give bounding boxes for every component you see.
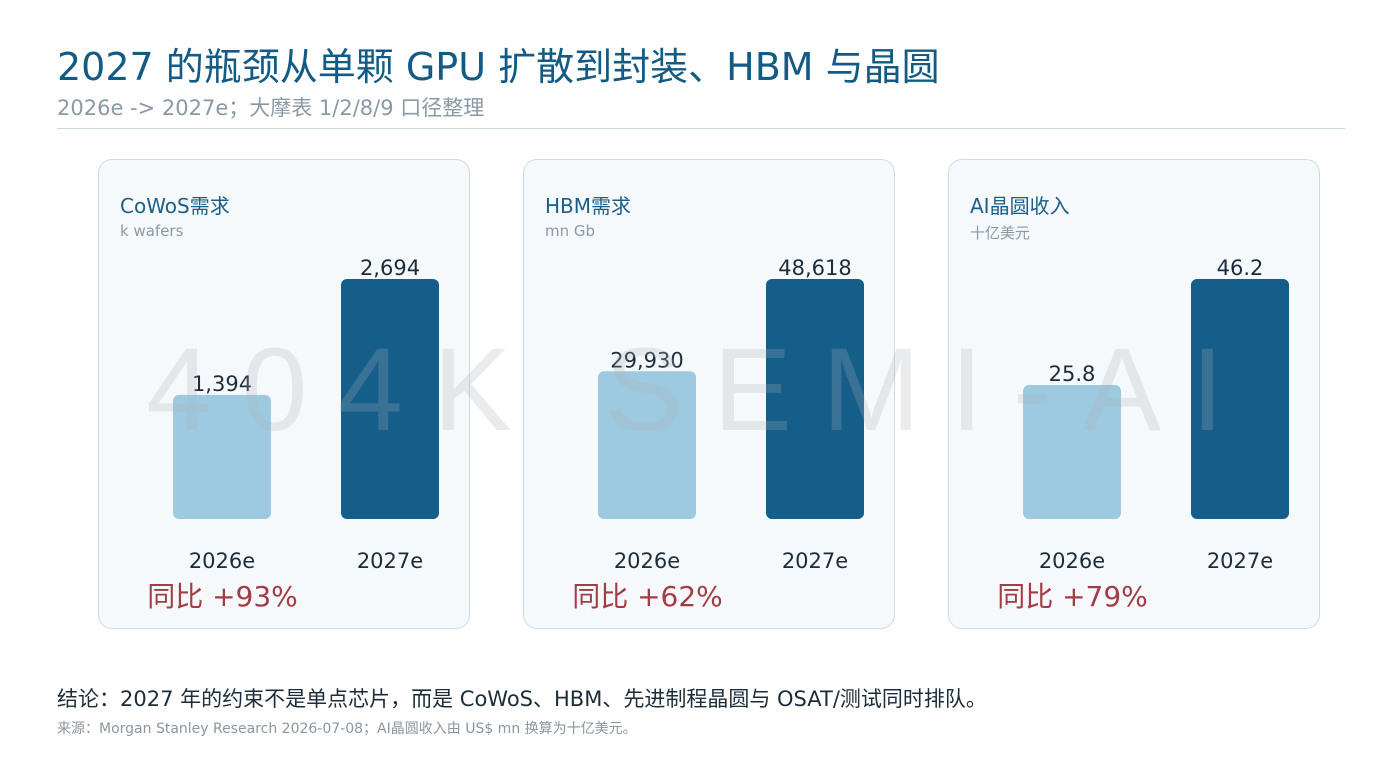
chart-panel-hbm: HBM需求 mn Gb 29,930 2026e 48,618 2027e 同比 +6…	[523, 159, 895, 629]
source-note: 来源：Morgan Stanley Research 2026-07-08；AI…	[57, 721, 637, 737]
chart-title: AI晶圆收入	[970, 194, 1070, 218]
bar-value-label: 25.8	[1049, 362, 1096, 386]
bar-value-label: 29,930	[610, 348, 683, 372]
page-subtitle: 2026e -> 2027e；大摩表 1/2/8/9 口径整理	[57, 96, 485, 120]
bar-chart-svg: 29,930 2026e 48,618 2027e	[598, 256, 864, 573]
bar-2027e	[341, 279, 439, 519]
yoy-growth: 同比 +79%	[997, 580, 1148, 613]
category-label: 2026e	[189, 549, 255, 573]
chart-panel-ai-wafer: AI晶圆收入 十亿美元 25.8 2026e 46.2 2027e 同比 +79%	[948, 159, 1320, 629]
bar-chart-svg: 25.8 2026e 46.2 2027e	[1023, 256, 1289, 573]
bar-value-label: 2,694	[360, 256, 420, 280]
bar-value-label: 46.2	[1217, 256, 1264, 280]
chart-unit: 十亿美元	[970, 224, 1031, 242]
category-label: 2027e	[1207, 549, 1273, 573]
page-title: 2027 的瓶颈从单颗 GPU 扩散到封装、HBM 与晶圆	[57, 45, 940, 89]
bar-2027e	[766, 279, 864, 519]
bar-2026e	[1023, 384, 1121, 519]
bar-2026e	[598, 371, 696, 519]
chart-title: HBM需求	[545, 194, 632, 218]
bar-2026e	[173, 394, 271, 519]
bar-value-label: 48,618	[778, 256, 851, 280]
category-label: 2027e	[357, 549, 423, 573]
category-label: 2027e	[782, 549, 848, 573]
category-label: 2026e	[1039, 549, 1105, 573]
category-label: 2026e	[614, 549, 680, 573]
chart-unit: k wafers	[120, 222, 184, 240]
yoy-growth: 同比 +62%	[572, 580, 723, 613]
yoy-growth: 同比 +93%	[147, 580, 298, 613]
conclusion-text: 结论：2027 年的约束不是单点芯片，而是 CoWoS、HBM、先进制程晶圆与 …	[57, 687, 987, 711]
header-divider	[57, 128, 1345, 129]
bar-2027e	[1191, 279, 1289, 519]
chart-unit: mn Gb	[545, 222, 596, 240]
chart-title: CoWoS需求	[120, 194, 230, 218]
bar-value-label: 1,394	[192, 372, 252, 396]
chart-panel-cowos: CoWoS需求 k wafers 1,394 2026e 2,694 2027e 同比…	[98, 159, 470, 629]
bar-chart-svg: 1,394 2026e 2,694 2027e	[173, 256, 439, 573]
